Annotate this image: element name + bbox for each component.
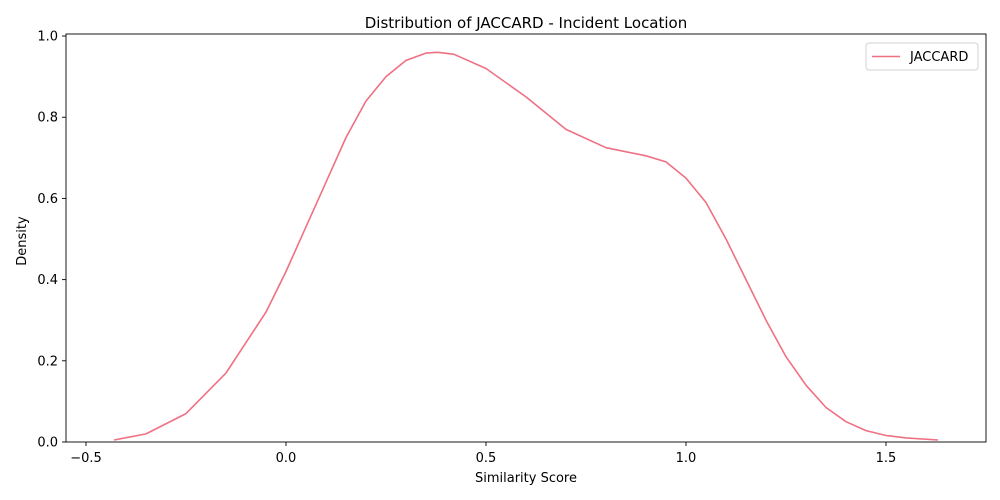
y-tick-label: 1.0 <box>37 30 58 45</box>
legend-label: JACCARD <box>909 50 968 65</box>
x-tick-label: −0.5 <box>70 451 102 466</box>
legend: JACCARD <box>865 42 979 71</box>
plot-frame <box>65 33 987 443</box>
y-tick-label: 0.0 <box>37 436 58 451</box>
x-tick-label: 1.0 <box>676 451 697 466</box>
x-tick-label: 0.5 <box>476 451 497 466</box>
y-tick-label: 0.2 <box>37 354 58 369</box>
y-axis: 0.0 0.2 0.4 0.6 0.8 1.0 <box>37 30 66 451</box>
plot-area <box>65 33 987 443</box>
x-axis-label: Similarity Score <box>475 471 577 486</box>
x-tick-label: 0.0 <box>276 451 297 466</box>
x-tick-label: 1.5 <box>876 451 897 466</box>
y-axis-label: Density <box>15 216 30 266</box>
legend-box <box>865 42 979 71</box>
series-line-0 <box>113 51 939 441</box>
y-tick-label: 0.6 <box>37 192 58 207</box>
chart-title: Distribution of JACCARD - Incident Locat… <box>365 14 688 32</box>
y-tick-label: 0.4 <box>37 273 58 288</box>
y-tick-label: 0.8 <box>37 111 58 126</box>
x-axis: −0.5 0.0 0.5 1.0 1.5 <box>70 442 896 466</box>
